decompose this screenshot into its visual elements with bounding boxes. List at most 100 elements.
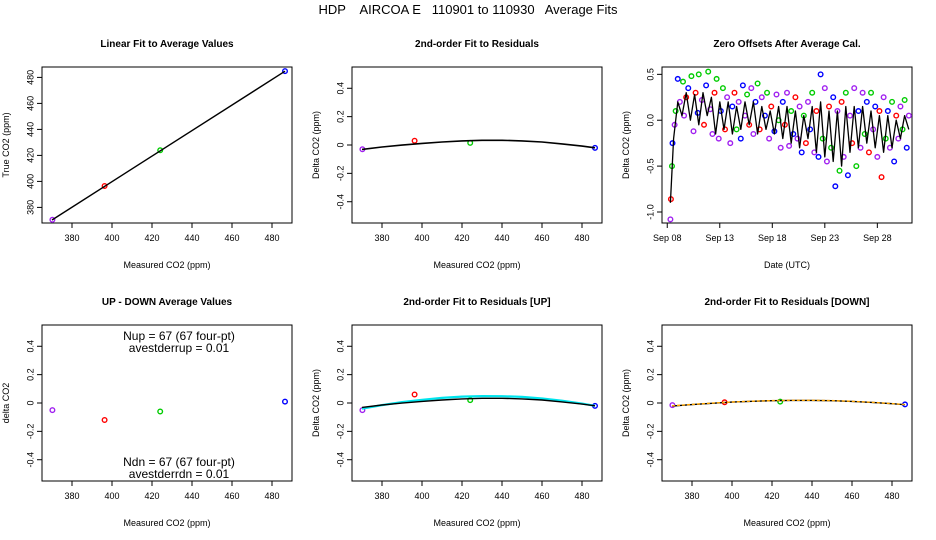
data-point-blue <box>729 103 736 110</box>
data-point-red <box>792 94 799 101</box>
data-point-green <box>467 397 474 404</box>
y-tick-label: 480 <box>25 70 35 85</box>
data-point-purple <box>847 112 854 119</box>
y-tick-label: -0.2 <box>335 424 345 440</box>
data-point-blue <box>832 183 839 190</box>
data-point-purple <box>773 91 780 98</box>
data-point-blue <box>855 108 862 115</box>
data-point-red <box>802 140 809 147</box>
data-point-green <box>672 108 679 115</box>
data-point-blue <box>674 75 681 82</box>
x-tick-label: 380 <box>684 491 699 501</box>
x-tick-label: 420 <box>454 233 469 243</box>
data-point-blue <box>817 71 824 78</box>
x-tick-label: Sep 08 <box>653 233 682 243</box>
data-point-red <box>722 126 729 133</box>
x-tick-label: 440 <box>184 233 199 243</box>
x-tick-label: 420 <box>144 491 159 501</box>
x-tick-label: 480 <box>884 491 899 501</box>
data-point-red <box>876 108 883 115</box>
fit-line-black <box>361 397 596 409</box>
y-tick-label: -0.5 <box>645 158 655 174</box>
data-point-red <box>692 89 699 96</box>
data-point-green <box>861 130 868 137</box>
data-point-purple <box>766 135 773 142</box>
data-point-green <box>719 85 726 92</box>
x-tick-label: 400 <box>724 491 739 501</box>
data-point-purple <box>805 98 812 105</box>
y-tick-label: 0.5 <box>645 68 655 81</box>
x-tick-label: 420 <box>764 491 779 501</box>
chart-panel-p1: Linear Fit to Average Values 380 400 420 440… <box>1 39 293 270</box>
x-tick-label: Sep 28 <box>863 233 892 243</box>
data-point-purple <box>897 103 904 110</box>
fit-line-orange <box>671 399 906 407</box>
plot-area <box>49 398 289 424</box>
y-axis-label: True CO2 (ppm) <box>1 112 11 177</box>
y-tick-label: 460 <box>25 96 35 111</box>
data-point-red <box>711 89 718 96</box>
data-point-purple <box>905 112 912 119</box>
data-point-red <box>865 149 872 156</box>
chart-panel-p5: 2nd-order Fit to Residuals [UP] 380 400 420… <box>311 297 603 528</box>
stats-annotation: Nup = 67 (67 four-pt) <box>123 329 235 343</box>
data-point-green <box>889 98 896 105</box>
y-tick-label: 400 <box>25 174 35 189</box>
x-tick-label: 460 <box>224 233 239 243</box>
x-tick-label: 480 <box>574 233 589 243</box>
data-point-purple <box>859 89 866 96</box>
x-tick-label: 440 <box>184 491 199 501</box>
plot-area <box>669 398 909 409</box>
x-axis-label: Measured CO2 (ppm) <box>433 518 520 528</box>
data-point-purple <box>49 407 56 414</box>
data-point-red <box>838 98 845 105</box>
y-tick-label: 0.4 <box>335 82 345 95</box>
page-title: HDP AIRCOA E 110901 to 110930 Average Fi… <box>318 2 618 17</box>
data-point-green <box>713 75 720 82</box>
fit-line-black <box>669 92 910 203</box>
data-point-purple <box>667 216 674 223</box>
y-tick-label: -0.2 <box>645 424 655 440</box>
data-point-green <box>809 89 816 96</box>
stats-annotation: avestderrdn = 0.01 <box>129 467 230 481</box>
plot-frame <box>351 66 603 224</box>
x-tick-label: Sep 18 <box>758 233 787 243</box>
data-point-purple <box>750 130 757 137</box>
data-point-green <box>680 78 687 85</box>
data-point-purple <box>851 85 858 92</box>
y-tick-label: 420 <box>25 148 35 163</box>
y-tick-label: 0.2 <box>25 368 35 381</box>
x-tick-label: 400 <box>104 233 119 243</box>
chart-panel-p3: Zero Offsets After Average Cal. Sep 08 Sep… <box>621 39 913 270</box>
data-point-blue <box>903 144 910 151</box>
y-tick-label: 0.4 <box>25 340 35 353</box>
data-point-purple <box>880 94 887 101</box>
chart-title: UP - DOWN Average Values <box>102 297 233 308</box>
data-point-green <box>836 167 843 174</box>
x-axis-label: Measured CO2 (ppm) <box>123 518 210 528</box>
data-point-blue <box>685 85 692 92</box>
data-point-green <box>853 163 860 170</box>
data-point-blue <box>872 103 879 110</box>
y-axis-label: Delta CO2 (ppm) <box>621 111 631 179</box>
x-tick-label: 460 <box>844 491 859 501</box>
x-tick-label: 460 <box>534 233 549 243</box>
y-axis-label: delta CO2 <box>1 383 11 424</box>
y-tick-label: -0.4 <box>25 452 35 468</box>
data-point-red <box>701 121 708 128</box>
data-point-purple <box>748 85 755 92</box>
x-axis-label: Measured CO2 (ppm) <box>743 518 830 528</box>
data-point-blue <box>669 140 676 147</box>
y-tick-label: 0 <box>25 400 35 405</box>
chart-panel-p6: 2nd-order Fit to Residuals [DOWN] 380 400 4… <box>621 297 913 528</box>
data-point-blue <box>761 112 768 119</box>
data-point-blue <box>739 82 746 89</box>
x-axis-label: Measured CO2 (ppm) <box>123 260 210 270</box>
data-point-red <box>849 140 856 147</box>
x-tick-label: 400 <box>414 233 429 243</box>
data-point-red <box>411 391 418 398</box>
data-point-purple <box>794 135 801 142</box>
chart-panel-p2: 2nd-order Fit to Residuals 380 400 420 440 46… <box>311 39 603 270</box>
fit-line-black <box>361 139 596 151</box>
